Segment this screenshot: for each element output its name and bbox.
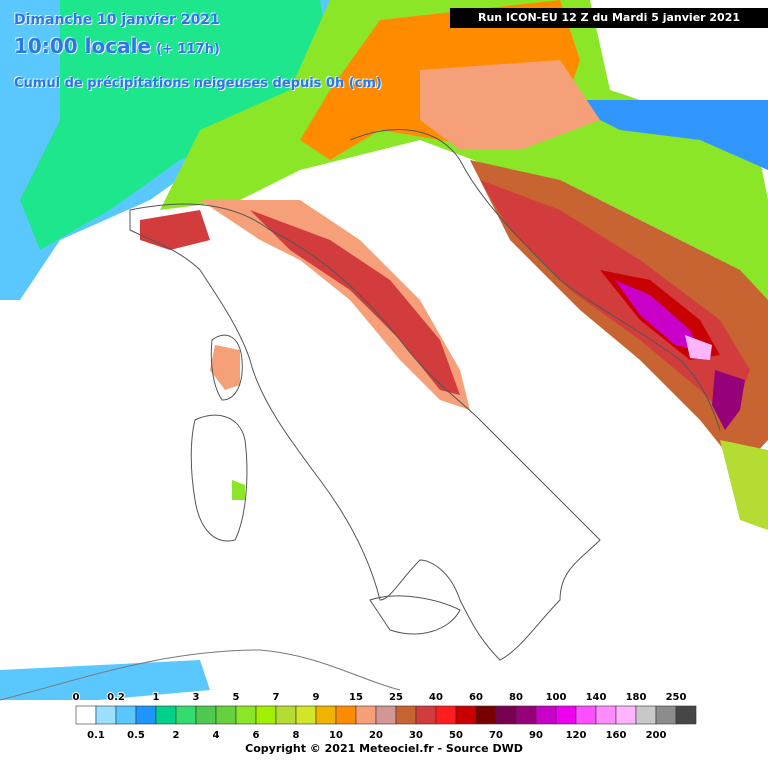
snow-area-red	[480, 180, 750, 420]
snow-area-purple	[712, 370, 745, 430]
legend-label: 40	[429, 692, 443, 703]
legend-label: 60	[469, 692, 483, 703]
snow-area-corsica	[210, 345, 240, 390]
legend-label: 5	[233, 692, 240, 703]
legend-label: 25	[389, 692, 403, 703]
legend-label: 10	[329, 730, 343, 741]
legend-swatch	[395, 705, 417, 725]
sardinia-outline	[190, 414, 248, 542]
legend-label: 180	[626, 692, 647, 703]
copyright: Copyright © 2021 Meteociel.fr - Source D…	[245, 742, 523, 755]
legend-label: 0.5	[127, 730, 145, 741]
legend-label: 70	[489, 730, 503, 741]
legend-swatch	[335, 705, 357, 725]
subtitle: Cumul de précipitations neigeuses depuis…	[14, 76, 382, 91]
legend-swatch	[455, 705, 477, 725]
legend-label: 250	[666, 692, 687, 703]
snow-area-pink	[685, 335, 712, 360]
adriatic-coastline	[349, 129, 721, 431]
legend-swatch	[275, 705, 297, 725]
legend-swatch	[255, 705, 277, 725]
legend-label: 20	[369, 730, 383, 741]
legend-label: 0.1	[87, 730, 105, 741]
legend-swatch	[215, 705, 237, 725]
legend-label: 0.2	[107, 692, 125, 703]
snow-area-sardinia	[232, 480, 245, 500]
legend-swatch	[595, 705, 617, 725]
legend-swatch	[235, 705, 257, 725]
legend-label: 0	[73, 692, 80, 703]
legend-label: 140	[586, 692, 607, 703]
legend-swatch	[115, 705, 137, 725]
legend-swatch	[175, 705, 197, 725]
legend-label: 200	[646, 730, 667, 741]
date: Dimanche 10 janvier 2021	[14, 12, 220, 28]
italy-coastline	[129, 203, 601, 661]
legend-label: 30	[409, 730, 423, 741]
legend-swatch	[655, 705, 677, 725]
legend-label: 2	[173, 730, 180, 741]
time-line: 10:00 locale (+ 117h)	[14, 34, 220, 58]
legend-swatch	[675, 705, 697, 725]
corsica-outline	[210, 334, 243, 401]
snow-area-greece	[720, 440, 768, 530]
legend-swatch	[535, 705, 557, 725]
legend-label: 1	[153, 692, 160, 703]
legend-label: 160	[606, 730, 627, 741]
legend-swatch	[435, 705, 457, 725]
legend-swatch	[615, 705, 637, 725]
legend-swatch	[315, 705, 337, 725]
legend-label: 4	[213, 730, 220, 741]
sicily-outline	[369, 595, 461, 635]
snow-area-red	[140, 210, 210, 250]
legend-swatch	[95, 705, 117, 725]
africa-coastline	[0, 649, 401, 701]
snow-area-apennines	[200, 200, 470, 410]
snow-area-africa	[0, 660, 210, 700]
legend-label: 100	[546, 692, 567, 703]
legend-swatch	[635, 705, 657, 725]
legend-swatch	[375, 705, 397, 725]
local-time: 10:00 locale	[14, 34, 151, 58]
lead-time: (+ 117h)	[156, 42, 220, 57]
legend-label: 15	[349, 692, 363, 703]
legend-swatch	[355, 705, 377, 725]
legend-label: 6	[253, 730, 260, 741]
legend-label: 50	[449, 730, 463, 741]
legend-swatch	[155, 705, 177, 725]
snow-area-red	[250, 210, 460, 395]
legend-swatch	[575, 705, 597, 725]
legend-swatch	[415, 705, 437, 725]
legend-label: 9	[313, 692, 320, 703]
legend-swatch	[515, 705, 537, 725]
legend-swatch	[495, 705, 517, 725]
legend-label: 80	[509, 692, 523, 703]
legend-swatch	[555, 705, 577, 725]
legend-swatch	[135, 705, 157, 725]
legend-swatch	[475, 705, 497, 725]
legend-label: 3	[193, 692, 200, 703]
legend-swatch	[295, 705, 317, 725]
legend-label: 120	[566, 730, 587, 741]
legend: 0 0.1 0.2 0.5 1 2 3 4 5 6 7 8 9 10 15 20 25 30 40 50 60 70 80 9…	[72, 691, 697, 742]
snow-area-magenta	[615, 280, 700, 350]
legend-swatch	[75, 705, 97, 725]
legend-swatch	[195, 705, 217, 725]
snow-area-blue	[560, 100, 768, 170]
snow-area-green	[20, 0, 330, 250]
legend-label: 8	[293, 730, 300, 741]
legend-label: 7	[273, 692, 280, 703]
snow-area-salmon	[420, 60, 600, 150]
legend-label: 90	[529, 730, 543, 741]
run-label: Run ICON-EU 12 Z du Mardi 5 janvier 2021	[450, 8, 768, 28]
